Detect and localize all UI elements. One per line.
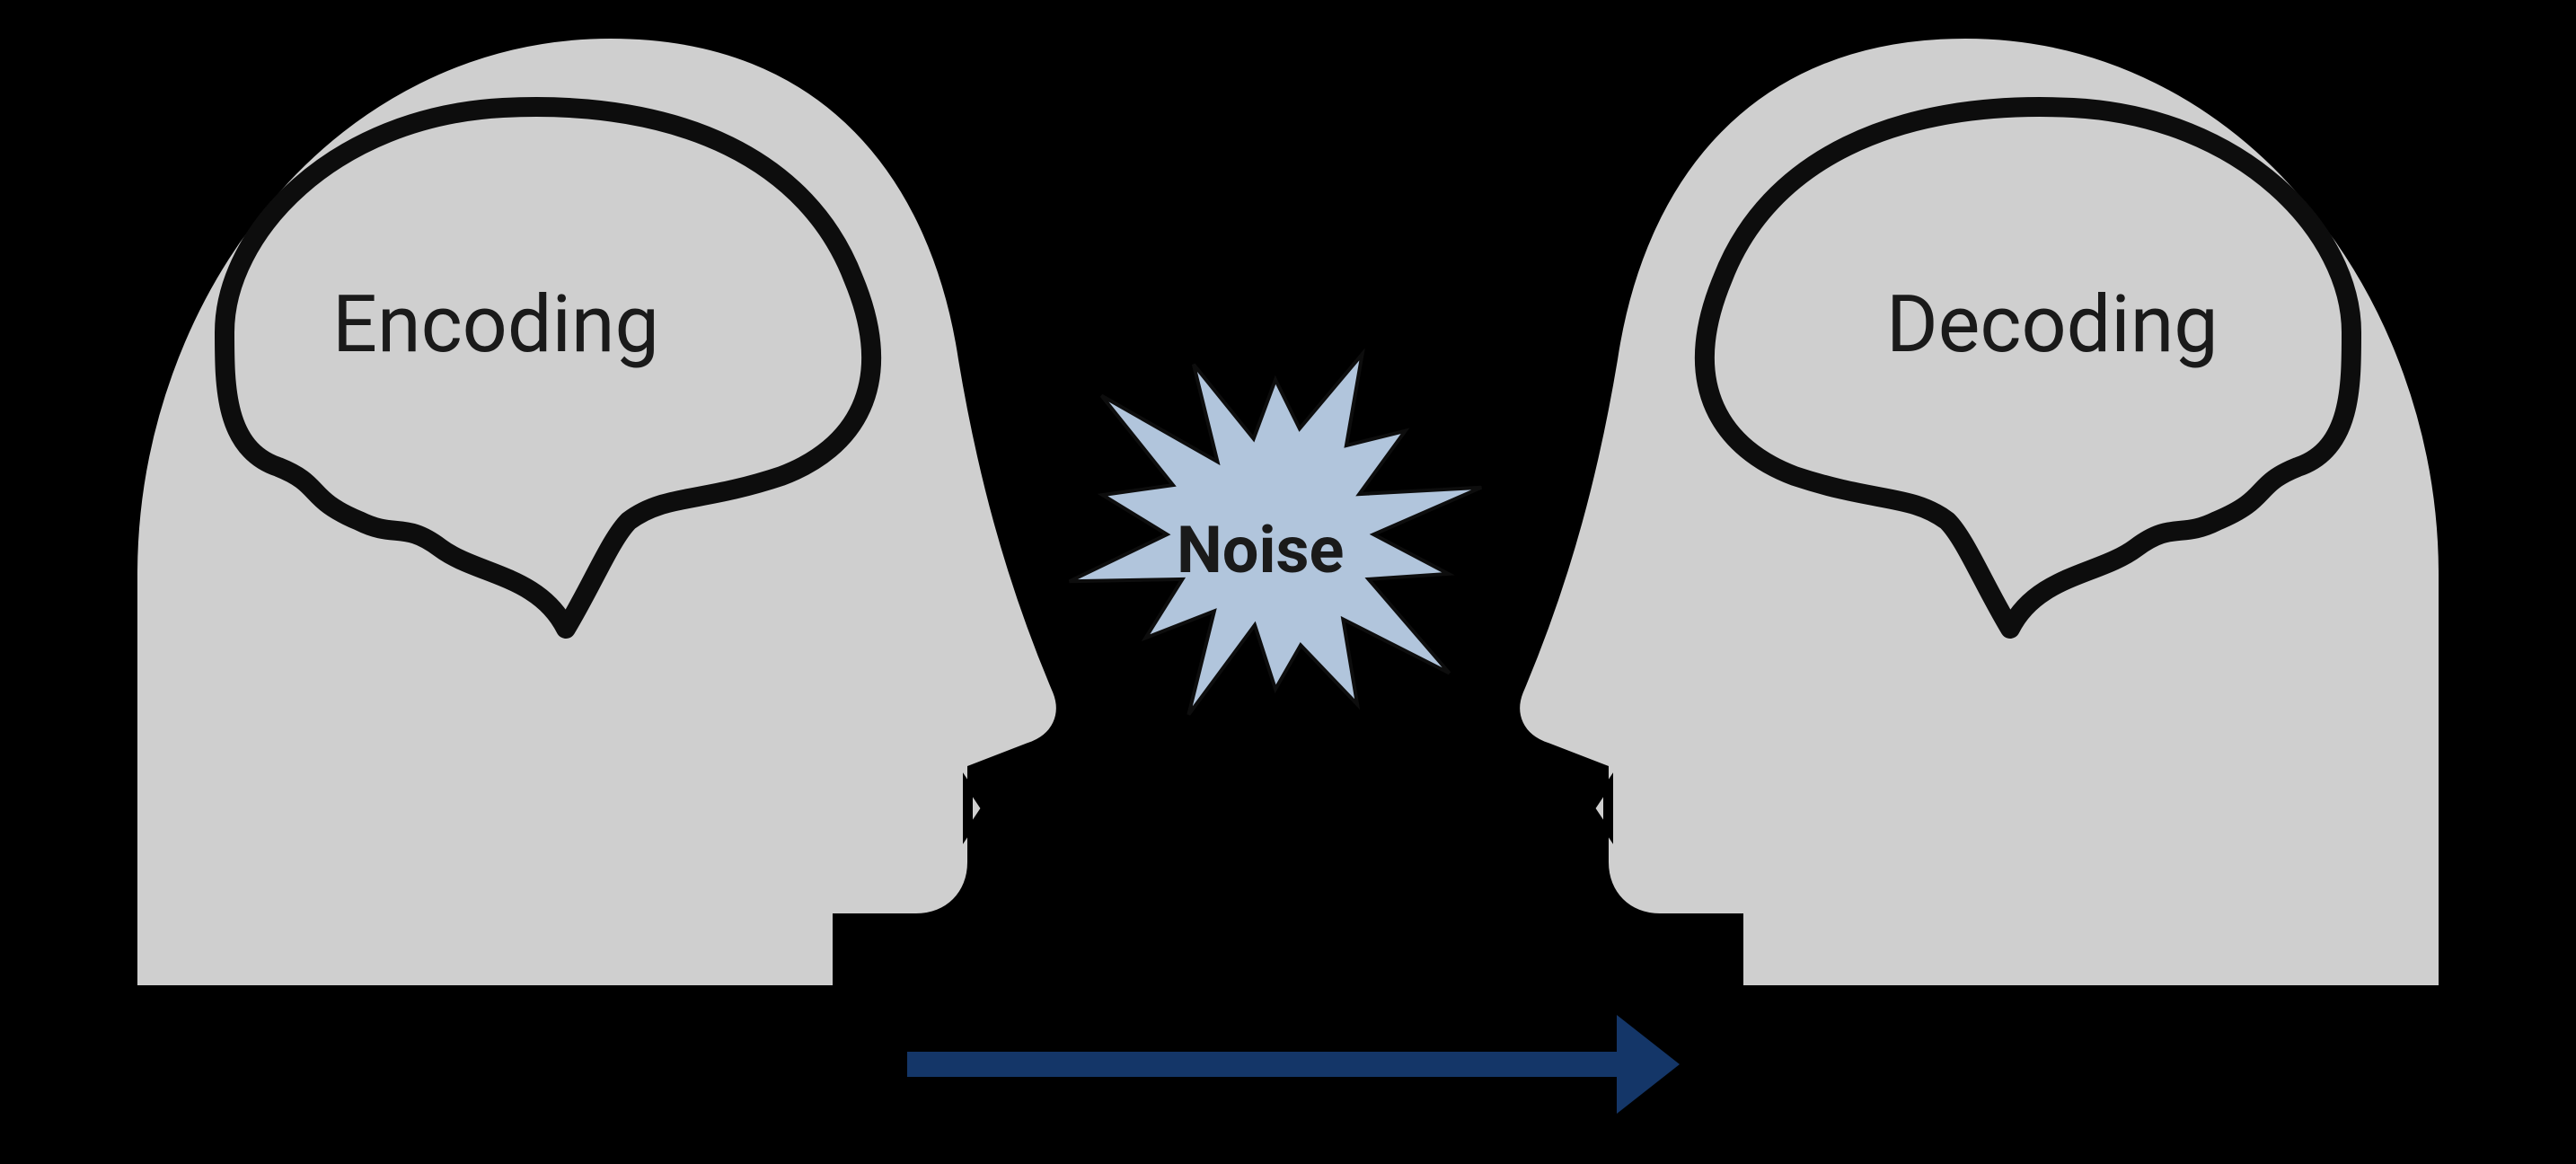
- right-head-icon: [1517, 36, 2441, 988]
- head-silhouette-left: [135, 36, 1059, 988]
- left-head-icon: [135, 36, 1059, 988]
- decoding-label: Decoding: [1886, 278, 2219, 371]
- channel-arrow-icon: [907, 1015, 1680, 1114]
- noise-label: Noise: [1177, 512, 1344, 588]
- encoding-label: Encoding: [332, 278, 659, 371]
- head-silhouette-right: [1517, 36, 2441, 988]
